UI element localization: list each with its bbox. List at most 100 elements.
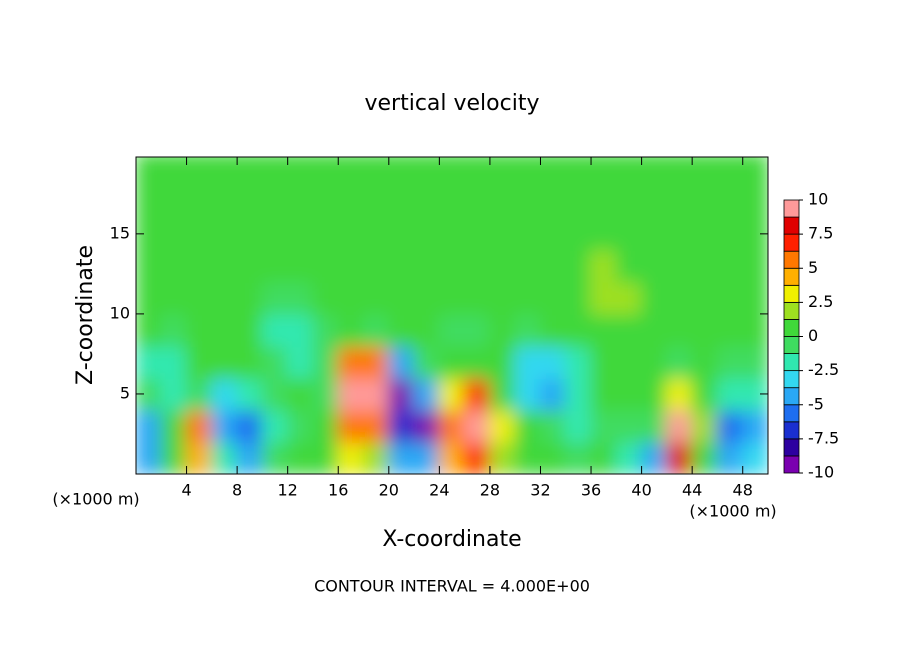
field-cell: [539, 184, 567, 219]
field-cell: [514, 216, 542, 251]
x-tick-label: 20: [379, 481, 399, 500]
field-cell: [185, 216, 213, 251]
field-cell: [665, 376, 694, 411]
field-cell: [564, 184, 593, 219]
field-cell: [438, 280, 466, 315]
field-cell: [210, 408, 239, 443]
field-cell: [590, 440, 618, 474]
field-cell: [741, 280, 768, 315]
field-cell: [741, 312, 768, 347]
field-cell: [640, 440, 668, 474]
x-tick-label: 12: [278, 481, 298, 500]
colorbar-band: [783, 199, 800, 218]
field-cell: [210, 184, 239, 219]
field-cell: [564, 376, 593, 411]
field-cell: [463, 312, 491, 347]
field-cell: [665, 157, 694, 187]
field-cell: [160, 344, 188, 379]
field-cell: [463, 344, 491, 379]
y-tick-label: 10: [110, 303, 130, 322]
field-cell: [716, 440, 744, 474]
field-cell: [185, 344, 213, 379]
field-cell: [488, 344, 517, 379]
field-cell: [337, 440, 365, 474]
field-cell: [160, 408, 188, 443]
field-cell: [136, 184, 163, 219]
field-cell: [716, 376, 744, 411]
field-cell: [261, 184, 289, 219]
field-cell: [590, 280, 618, 315]
colorbar-band: [783, 455, 800, 474]
field-cell: [210, 376, 239, 411]
field-cell: [337, 408, 365, 443]
colorbar-band: [783, 370, 800, 389]
colorbar-band: [783, 438, 800, 457]
field-cell: [286, 440, 314, 474]
field-cell: [615, 280, 643, 315]
field-cell: [665, 312, 694, 347]
field-cell: [539, 280, 567, 315]
field-cell: [387, 408, 416, 443]
field-cell: [488, 280, 517, 315]
field-cell: [337, 157, 365, 187]
colorbar-tick-label: -5: [808, 394, 824, 413]
field-cell: [438, 216, 466, 251]
x-tick-label: 44: [682, 481, 702, 500]
field-cell: [539, 408, 567, 443]
field-cell: [185, 440, 213, 474]
field-cell: [286, 376, 314, 411]
field-cell: [615, 248, 643, 283]
x-tick-label: 8: [232, 481, 242, 500]
field-cell: [286, 157, 314, 187]
field-cell: [185, 280, 213, 315]
field-cell: [261, 157, 289, 187]
field-cell: [665, 440, 694, 474]
field-cell: [716, 184, 744, 219]
field-cell: [463, 184, 491, 219]
field-cell: [362, 344, 390, 379]
field-cell: [236, 280, 264, 315]
field-cell: [539, 312, 567, 347]
field-cell: [741, 157, 768, 187]
axes: 4 8 12 16 20 24 28 32 36 40 44 4851015107.552.50-2.…: [110, 156, 839, 500]
field-cell: [261, 248, 289, 283]
field-cell: [463, 280, 491, 315]
field-cell: [640, 344, 668, 379]
field-cell: [640, 184, 668, 219]
field-cell: [716, 248, 744, 283]
field-cell: [236, 344, 264, 379]
field-cell: [362, 312, 390, 347]
colorbar-band: [783, 233, 800, 252]
field-cell: [564, 157, 593, 187]
field-cell: [286, 248, 314, 283]
field-cell: [337, 184, 365, 219]
field-cell: [337, 376, 365, 411]
field-cell: [615, 312, 643, 347]
field-cell: [438, 184, 466, 219]
field-cell: [741, 184, 768, 219]
x-tick-label: 4: [181, 481, 191, 500]
field-cell: [488, 440, 517, 474]
field-cell: [438, 408, 466, 443]
field-cell: [539, 248, 567, 283]
colorbar-tick-label: -7.5: [808, 428, 839, 447]
field-cell: [539, 344, 567, 379]
field-cell: [160, 248, 188, 283]
colorbar-tick-label: -2.5: [808, 360, 839, 379]
field-cell: [413, 216, 441, 251]
field-cell: [590, 216, 618, 251]
field-cell: [488, 157, 517, 187]
field-cell: [387, 184, 416, 219]
y-axis-label: Z-coordinate: [73, 245, 98, 385]
field-cell: [488, 312, 517, 347]
field-cell: [413, 440, 441, 474]
field-cell: [185, 248, 213, 283]
x-unit-label: (×1000 m): [689, 502, 776, 521]
field-cell: [488, 408, 517, 443]
field-cell: [539, 216, 567, 251]
field-cell: [311, 376, 340, 411]
field-cell: [413, 376, 441, 411]
field-cell: [691, 440, 719, 474]
field-cell: [413, 184, 441, 219]
field-cell: [261, 312, 289, 347]
